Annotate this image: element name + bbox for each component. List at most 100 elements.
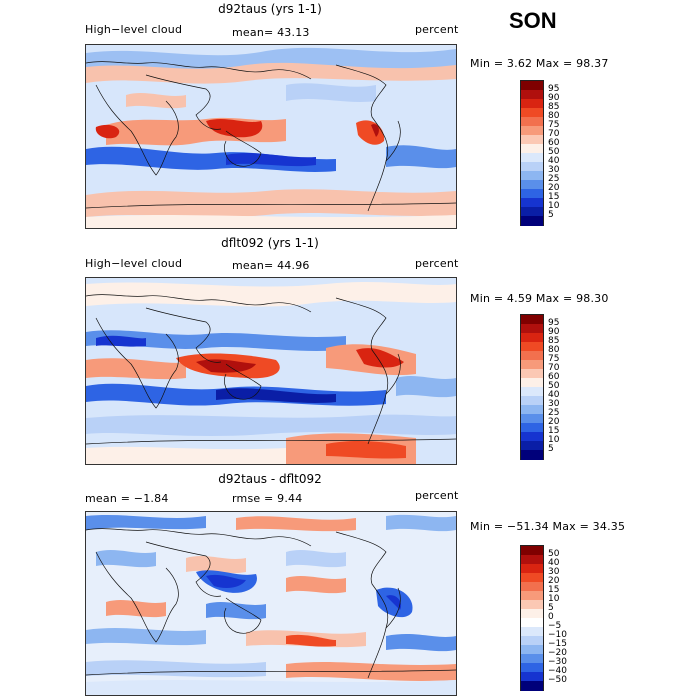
colorbar-swatch <box>521 423 543 433</box>
panel-2-variable-label: High−level cloud <box>85 257 183 270</box>
colorbar-tick-label: 95 <box>548 317 560 328</box>
colorbar-swatch <box>521 90 543 100</box>
colorbar-swatch <box>521 198 543 208</box>
colorbar-tick-label: 15 <box>548 191 560 202</box>
colorbar-swatch <box>521 333 543 343</box>
season-title: SON <box>509 8 557 33</box>
colorbar-swatch <box>521 126 543 136</box>
colorbar-swatch <box>521 450 543 460</box>
colorbar-tick-label: 90 <box>548 92 560 103</box>
colorbar-swatch <box>521 342 543 352</box>
colorbar-tick-label: 60 <box>548 137 560 148</box>
panel-3-minmax: Min = −51.34 Max = 34.35 <box>470 520 626 533</box>
panel-1-field <box>86 45 456 228</box>
colorbar-swatch <box>521 216 543 226</box>
colorbar-swatch <box>521 207 543 217</box>
colorbar-swatch <box>521 546 543 556</box>
colorbar-swatch <box>521 396 543 406</box>
colorbar-swatch <box>521 369 543 379</box>
colorbar-swatch <box>521 171 543 181</box>
colorbar-swatch <box>521 672 543 682</box>
colorbar-swatch <box>521 663 543 673</box>
panel-1-minmax: Min = 3.62 Max = 98.37 <box>470 57 609 70</box>
colorbar-swatch <box>521 324 543 334</box>
colorbar-swatch <box>521 144 543 154</box>
colorbar-swatch <box>521 189 543 199</box>
colorbar-tick-label: 60 <box>548 371 560 382</box>
colorbar-swatch <box>521 117 543 127</box>
colorbar-tick-label: −20 <box>548 647 567 658</box>
colorbar-swatch <box>521 414 543 424</box>
colorbar-tick-label: 40 <box>548 155 560 166</box>
colorbar-tick-label: 90 <box>548 326 560 337</box>
colorbar-swatch <box>521 591 543 601</box>
colorbar-tick-label: −50 <box>548 674 567 685</box>
colorbar-swatch <box>521 405 543 415</box>
colorbar-tick-label: 85 <box>548 101 560 112</box>
panel-1-map <box>85 44 457 229</box>
colorbar-tick-label: 95 <box>548 83 560 94</box>
colorbar-swatch <box>521 627 543 637</box>
panel-3-colorbar <box>520 545 544 691</box>
colorbar-tick-label: 30 <box>548 398 560 409</box>
panel-2-minmax: Min = 4.59 Max = 98.30 <box>470 292 609 305</box>
colorbar-swatch <box>521 360 543 370</box>
panel-3-coastlines <box>86 528 456 679</box>
colorbar-swatch <box>521 162 543 172</box>
colorbar-tick-label: 40 <box>548 389 560 400</box>
panel-1-title: d92taus (yrs 1-1) <box>218 2 322 16</box>
colorbar-tick-label: 70 <box>548 128 560 139</box>
panel-1-coastlines <box>86 61 456 212</box>
colorbar-tick-label: 25 <box>548 407 560 418</box>
colorbar-swatch <box>521 315 543 325</box>
colorbar-tick-label: 50 <box>548 380 560 391</box>
panel-1-units-label: percent <box>415 23 459 36</box>
panel-1-colorbar <box>520 80 544 226</box>
colorbar-tick-label: −10 <box>548 629 567 640</box>
colorbar-tick-label: −30 <box>548 656 567 667</box>
colorbar-tick-label: 20 <box>548 416 560 427</box>
colorbar-tick-label: 5 <box>548 443 554 454</box>
colorbar-tick-label: 20 <box>548 575 560 586</box>
colorbar-swatch <box>521 378 543 388</box>
panel-3-field <box>86 512 456 695</box>
colorbar-swatch <box>521 81 543 91</box>
colorbar-tick-label: 10 <box>548 434 560 445</box>
colorbar-swatch <box>521 180 543 190</box>
colorbar-tick-label: 10 <box>548 200 560 211</box>
colorbar-swatch <box>521 636 543 646</box>
colorbar-swatch <box>521 135 543 145</box>
panel-2-coastlines <box>86 294 456 445</box>
colorbar-swatch <box>521 351 543 361</box>
colorbar-swatch <box>521 582 543 592</box>
colorbar-swatch <box>521 387 543 397</box>
colorbar-tick-label: 10 <box>548 593 560 604</box>
colorbar-tick-label: 30 <box>548 566 560 577</box>
colorbar-tick-label: 75 <box>548 353 560 364</box>
colorbar-tick-label: −40 <box>548 665 567 676</box>
colorbar-swatch <box>521 618 543 628</box>
colorbar-tick-label: 5 <box>548 209 554 220</box>
colorbar-swatch <box>521 99 543 109</box>
colorbar-tick-label: 75 <box>548 119 560 130</box>
colorbar-tick-label: 80 <box>548 110 560 121</box>
panel-1-mean-label: mean= 43.13 <box>232 26 310 39</box>
colorbar-tick-label: 70 <box>548 362 560 373</box>
colorbar-tick-label: 15 <box>548 584 560 595</box>
colorbar-swatch <box>521 555 543 565</box>
colorbar-tick-label: 0 <box>548 611 554 622</box>
colorbar-tick-label: 80 <box>548 344 560 355</box>
panel-2-mean-label: mean= 44.96 <box>232 259 310 272</box>
panel-3-map <box>85 511 457 696</box>
colorbar-swatch <box>521 153 543 163</box>
colorbar-tick-label: 20 <box>548 182 560 193</box>
colorbar-tick-label: −5 <box>548 620 562 631</box>
colorbar-swatch <box>521 681 543 691</box>
colorbar-tick-label: 30 <box>548 164 560 175</box>
panel-2-colorbar <box>520 314 544 460</box>
colorbar-swatch <box>521 654 543 664</box>
colorbar-tick-label: 50 <box>548 548 560 559</box>
colorbar-swatch <box>521 441 543 451</box>
colorbar-swatch <box>521 564 543 574</box>
colorbar-swatch <box>521 609 543 619</box>
